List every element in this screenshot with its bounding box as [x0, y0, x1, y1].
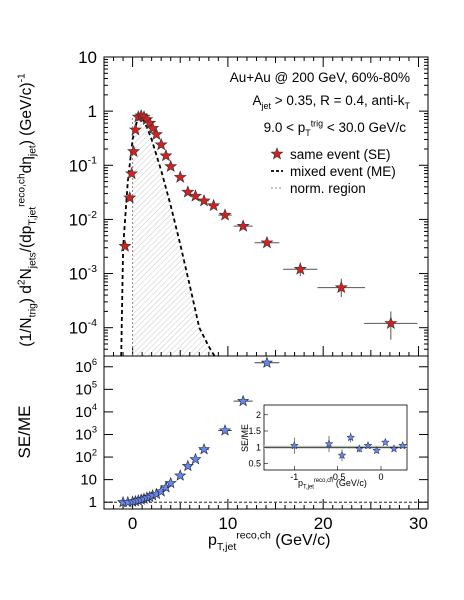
ratio-point — [189, 452, 202, 465]
inset-panel: 0.5 1 1.5 2 -1 -0.5 0 SE/ME pT,jetreco,ch (GeV/c… — [240, 404, 408, 491]
y-tick-label: 10 — [78, 48, 97, 67]
inset-point — [346, 432, 356, 442]
same-event-point — [260, 235, 274, 249]
same-event-point — [123, 191, 137, 204]
same-event-point — [236, 219, 250, 232]
y-tick-label: 105 — [75, 380, 97, 399]
same-event-point — [384, 316, 398, 329]
y-tick-label: 10 — [80, 472, 97, 489]
same-event-point — [173, 170, 187, 183]
annotation-system: Au+Au @ 200 GeV, 60%-80% — [230, 70, 410, 85]
legend-label-me: mixed event (ME) — [290, 164, 396, 179]
x-axis-title: pT,jetreco,ch (GeV/c) — [208, 529, 330, 553]
norm-region-hatch — [132, 116, 215, 357]
same-event-point — [143, 116, 157, 129]
y-tick-label: 106 — [75, 357, 97, 376]
ratio-point — [198, 442, 211, 455]
same-event-point — [149, 127, 163, 141]
x-tick-label: 0 — [128, 514, 137, 533]
y-axis-title: SE/ME — [15, 406, 34, 459]
ratio-point — [164, 476, 177, 489]
top-panel: 10 1 10-1 10-2 10-3 10-4 Au+Au @ 200 GeV, 60%-… — [16, 48, 429, 357]
same-event-point — [334, 280, 348, 294]
y-tick-label: 104 — [75, 402, 97, 421]
inset-point — [289, 440, 299, 450]
inset-x-tick-label: -1 — [290, 472, 298, 482]
same-event-point — [146, 121, 160, 134]
inset-x-tick-label: -0.5 — [330, 472, 346, 482]
inset-point — [363, 440, 373, 450]
inset-point — [398, 440, 408, 450]
same-event-point — [164, 159, 178, 173]
y-axis-title: (1/Ntrig) d2Njets/(dpT,jetreco,chdηjet) … — [16, 73, 38, 347]
same-event-point — [159, 148, 173, 162]
x-tick-label: 30 — [409, 514, 428, 533]
inset-frame — [263, 404, 408, 471]
same-event-point — [125, 166, 139, 180]
same-event-point — [154, 137, 168, 151]
inset-y-tick-label: 1.5 — [248, 426, 261, 436]
ratio-point — [237, 394, 250, 407]
inset-y-tick-label: 1 — [256, 442, 261, 452]
y-tick-label: 10-3 — [69, 263, 97, 284]
x-tick-label: 10 — [218, 514, 237, 533]
same-event-point — [127, 144, 141, 158]
inset-y-axis-title: SE/ME — [240, 424, 250, 452]
same-event-point — [118, 239, 132, 252]
inset-point — [354, 444, 364, 453]
legend-label-norm: norm. region — [290, 181, 366, 196]
legend-marker-se — [270, 147, 284, 160]
inset-point — [337, 450, 347, 460]
y-tick-label: 1 — [88, 102, 97, 121]
inset-x-tick-label: 0 — [378, 472, 383, 482]
inset-point — [372, 445, 382, 455]
same-event-point — [188, 189, 203, 202]
legend-label-se: same event (SE) — [290, 147, 391, 162]
same-event-point — [218, 208, 232, 221]
y-tick-label: 10-4 — [69, 317, 97, 338]
y-tick-label: 1 — [89, 494, 97, 511]
y-tick-label: 103 — [75, 425, 97, 444]
ratio-point — [174, 469, 187, 481]
inset-x-axis-title: pT,jetreco,ch (GeV/c) — [298, 478, 367, 491]
same-event-point — [293, 262, 307, 275]
y-tick-label: 102 — [75, 447, 97, 466]
y-axis-title-text: (1/Ntrig) d2Njets/(dpT,jetreco,chdηjet) … — [16, 73, 38, 347]
ratio-point — [181, 459, 194, 472]
annotation-jet-cuts: Ajet > 0.35, R = 0.4, anti-kT — [253, 93, 411, 111]
x-tick-label: 20 — [314, 514, 333, 533]
same-event-point — [128, 123, 142, 136]
inset-point — [389, 444, 399, 453]
inset-y-tick-label: 2 — [256, 410, 261, 420]
y-tick-label: 10-2 — [69, 209, 97, 230]
inset-y-tick-label: 0.5 — [248, 459, 261, 469]
annotation-trigger: 9.0 < pTtrig < 30.0 GeV/c — [264, 118, 407, 138]
inset-point — [324, 439, 334, 448]
same-event-point — [181, 185, 195, 198]
y-tick-label: 10-1 — [69, 155, 97, 176]
ratio-point — [218, 424, 232, 436]
same-event-point — [197, 194, 211, 207]
inset-point — [380, 437, 390, 447]
same-event-point — [207, 198, 221, 212]
ratio-point — [260, 356, 273, 368]
